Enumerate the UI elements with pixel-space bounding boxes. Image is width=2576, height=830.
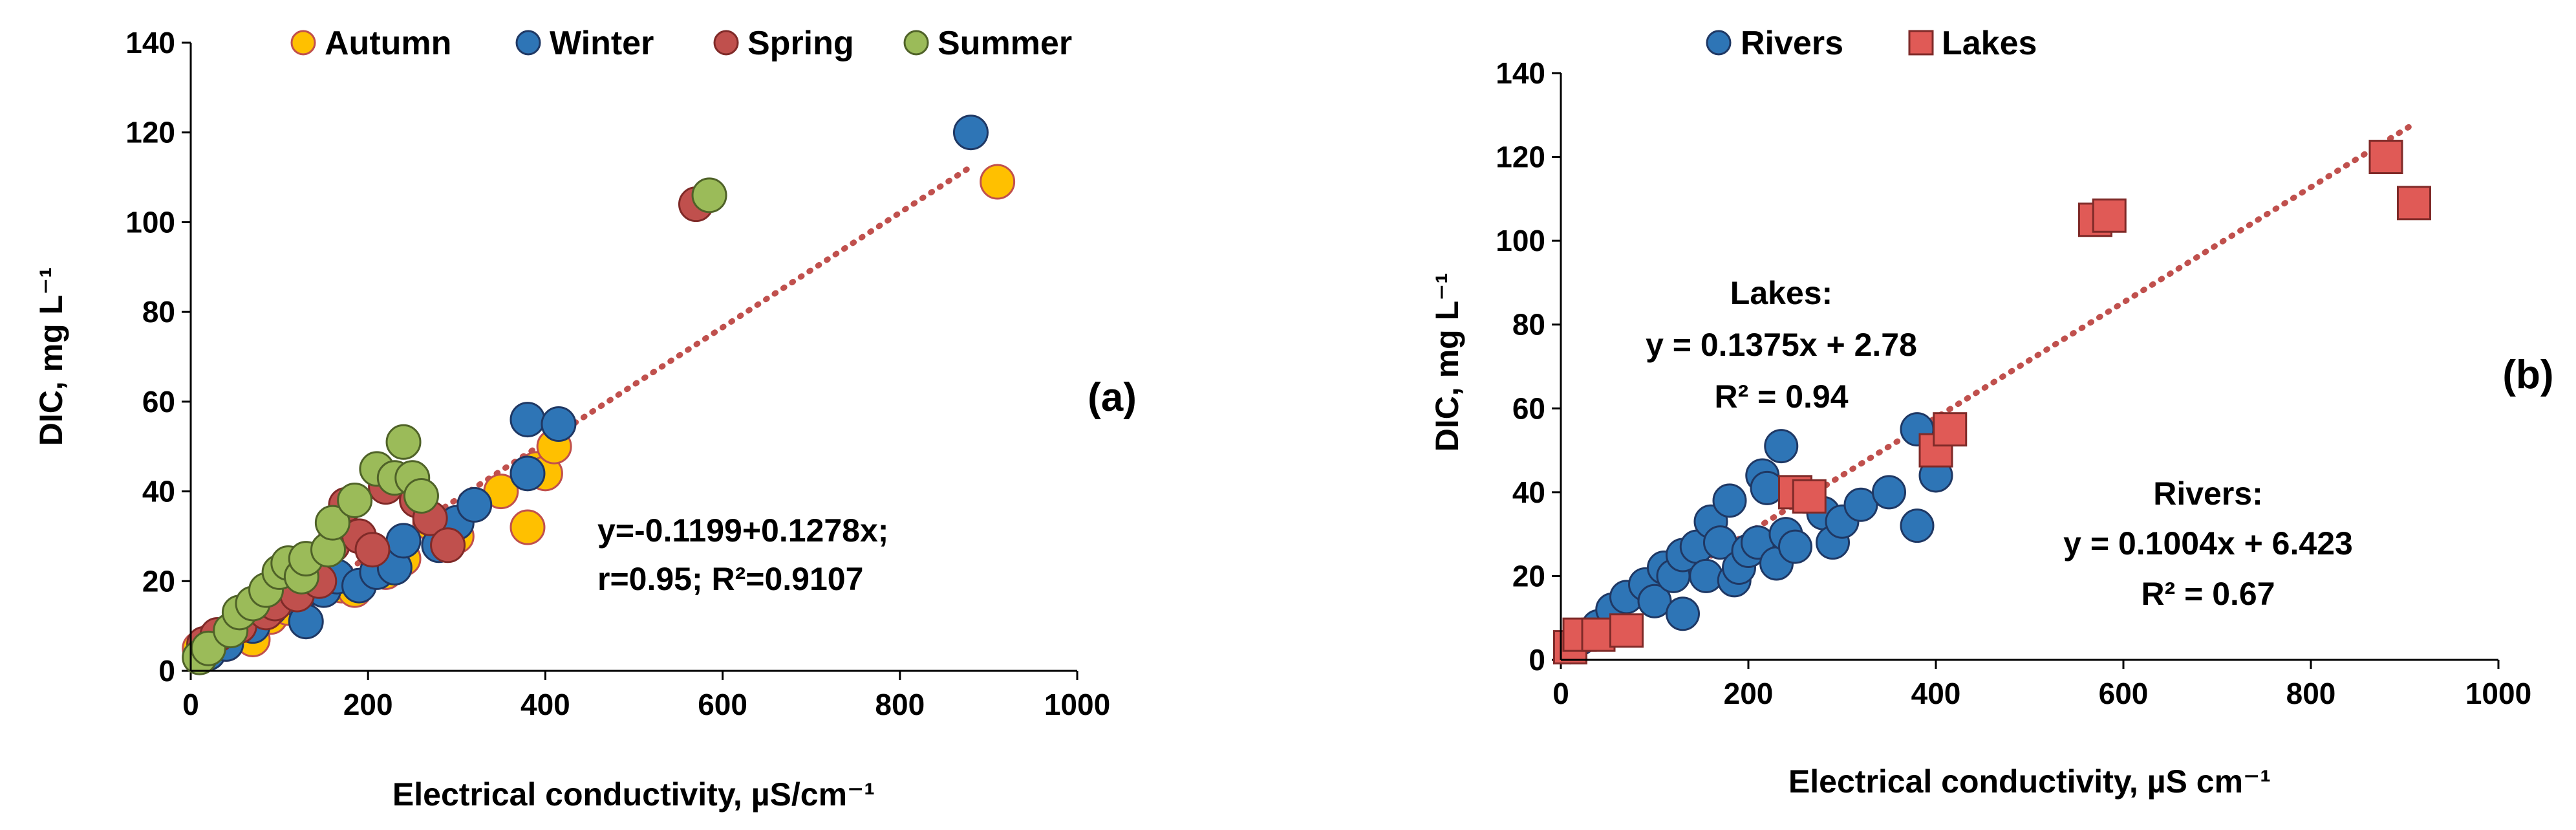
b-legend-marker-lakes	[1908, 30, 1934, 56]
a-legend-label-winter: Winter	[550, 25, 654, 62]
b-point-lakes	[1609, 613, 1644, 648]
a-y-tick-label: 120	[125, 116, 175, 149]
b-point-rivers	[1900, 508, 1935, 543]
a-x-tick-label: 600	[698, 688, 747, 721]
b-y-tick-label: 20	[1512, 559, 1545, 593]
a-equation-line1: y=-0.1199+0.1278x;	[597, 512, 888, 549]
panel-a-chart: 0 20 40 60 80 100 120 140 0 200 400 600 800 1000 Elec…	[33, 25, 1137, 813]
a-point-winter	[385, 523, 422, 559]
b-lakes-eq-line1: Lakes:	[1730, 275, 1832, 311]
a-x-tick-label: 200	[343, 688, 393, 721]
a-x-tick-label: 800	[875, 688, 925, 721]
b-point-rivers	[1666, 596, 1700, 631]
a-legend-label-spring: Spring	[747, 25, 854, 62]
b-y-tick-label: 80	[1512, 308, 1545, 342]
a-point-winter	[541, 406, 577, 442]
b-x-axis-title: Electrical conductivity, µS cm⁻¹	[1788, 763, 2271, 800]
b-point-lakes	[1792, 479, 1827, 514]
b-x-tick-label: 800	[2286, 677, 2336, 710]
b-panel-label: (b)	[2502, 353, 2553, 397]
a-x-tick-label: 400	[521, 688, 570, 721]
b-point-lakes	[2397, 186, 2431, 221]
a-y-tick-label: 0	[158, 654, 175, 688]
a-point-winter	[510, 455, 546, 492]
b-x-tick-label: 400	[1911, 677, 1961, 710]
a-legend-label-summer: Summer	[938, 25, 1072, 62]
b-y-tick-label: 140	[1496, 56, 1545, 90]
b-x-tick-label: 0	[1552, 677, 1569, 710]
b-point-lakes	[1933, 412, 1968, 447]
b-rivers-eq-line1: Rivers:	[2153, 475, 2263, 512]
b-point-rivers	[1637, 584, 1672, 618]
a-y-tick-label: 80	[142, 295, 175, 329]
b-point-rivers	[1712, 483, 1747, 518]
b-point-lakes	[1581, 617, 1616, 652]
a-point-winter	[456, 486, 493, 523]
a-point-summer	[385, 424, 422, 460]
b-point-rivers	[1872, 475, 1906, 510]
b-point-lakes	[2092, 198, 2127, 233]
b-point-rivers	[1764, 429, 1799, 464]
b-lakes-eq-line2: y = 0.1375x + 2.78	[1646, 327, 1917, 363]
b-rivers-eq-line2: y = 0.1004x + 6.423	[2063, 525, 2353, 562]
a-legend-marker-winter	[515, 30, 541, 56]
a-y-tick-label: 40	[142, 475, 175, 508]
a-legend-marker-autumn	[290, 30, 316, 56]
b-point-rivers	[1689, 558, 1724, 593]
b-y-axis-title: DIC, mg L⁻¹	[1429, 273, 1465, 452]
a-point-winter	[510, 402, 546, 438]
b-point-rivers	[1843, 487, 1878, 522]
b-point-lakes	[2368, 140, 2403, 175]
b-x-tick-label: 600	[2099, 677, 2149, 710]
a-x-tick-label: 0	[182, 688, 199, 721]
a-point-winter	[952, 115, 989, 151]
a-x-tick-label: 1000	[1044, 688, 1110, 721]
a-legend-marker-spring	[713, 30, 739, 56]
a-legend-label-autumn: Autumn	[325, 25, 451, 62]
a-point-summer	[403, 478, 439, 514]
a-legend-marker-summer	[903, 30, 929, 56]
a-point-summer	[691, 177, 727, 213]
b-legend-label-rivers: Rivers	[1741, 25, 1843, 62]
a-point-spring	[354, 532, 391, 568]
a-point-summer	[314, 505, 350, 541]
b-y-tick-label: 60	[1512, 391, 1545, 425]
b-legend-marker-rivers	[1706, 30, 1732, 56]
a-point-summer	[337, 482, 373, 518]
a-point-autumn	[980, 164, 1016, 200]
b-y-tick-label: 120	[1496, 140, 1545, 174]
b-lakes-eq-line3: R² = 0.94	[1714, 378, 1848, 415]
a-panel-label: (a)	[1088, 375, 1137, 420]
a-y-tick-label: 140	[125, 26, 175, 60]
b-x-tick-label: 200	[1724, 677, 1774, 710]
b-rivers-eq-line3: R² = 0.67	[2141, 576, 2275, 612]
b-point-rivers	[1778, 529, 1812, 564]
panel-b-chart: 0 20 40 60 80 100 120 140 0 200 400 600 800 1000 Elec…	[1429, 25, 2554, 800]
a-y-axis-title: DIC, mg L⁻¹	[33, 267, 69, 446]
b-legend: Rivers Lakes	[1706, 25, 2037, 62]
a-x-axis-title: Electrical conductivity, µS/cm⁻¹	[392, 776, 875, 813]
b-y-tick-label: 100	[1496, 224, 1545, 257]
b-y-tick-label: 40	[1512, 475, 1545, 509]
a-equation-line2: r=0.95; R²=0.9107	[597, 561, 863, 597]
b-x-tick-label: 1000	[2465, 677, 2531, 710]
a-point-spring	[430, 527, 466, 563]
b-y-tick-label: 0	[1529, 643, 1545, 677]
b-legend-label-lakes: Lakes	[1942, 25, 2037, 62]
a-y-tick-label: 20	[142, 564, 175, 598]
a-y-tick-label: 60	[142, 385, 175, 419]
a-point-autumn	[510, 509, 546, 545]
a-legend: Autumn Winter Spring Summer	[290, 25, 1072, 62]
a-y-tick-label: 100	[125, 205, 175, 239]
